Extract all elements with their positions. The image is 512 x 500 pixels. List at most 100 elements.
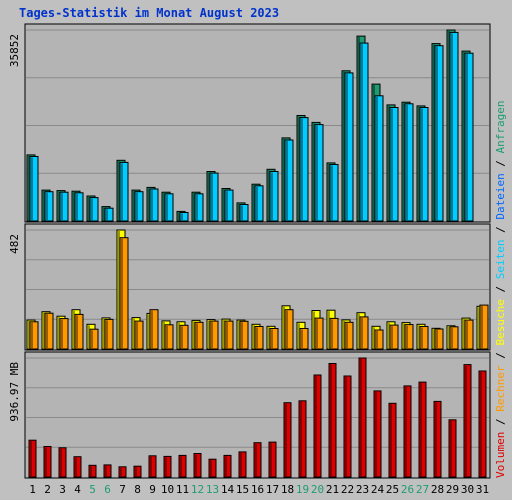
legend-right: Volumen / Rechner / Besuche / Seiten / D…: [494, 100, 507, 478]
bar-volumen-day-12: [193, 453, 202, 478]
panel-top: 35852: [8, 23, 491, 223]
bar-shade: [166, 194, 168, 220]
bar-shade: [403, 323, 405, 348]
bar-shade: [286, 310, 288, 348]
x-tick-label-day-24: 24: [371, 483, 385, 496]
bar-shade: [211, 322, 213, 348]
bar-volumen-day-24: [373, 390, 382, 478]
bar-volumen-day-1: [28, 439, 37, 478]
bar-shade: [46, 192, 48, 220]
bar-shade: [271, 329, 273, 348]
bar-shade: [253, 325, 255, 348]
bar-volumen-day-27: [418, 381, 427, 478]
x-tick-label-day-8: 8: [134, 483, 141, 496]
bar-shade: [268, 170, 270, 220]
bar-shade: [43, 312, 45, 348]
bar-shade: [193, 321, 195, 348]
x-tick-label-day-21: 21: [326, 483, 339, 496]
bar-besuche-day-18: [284, 309, 294, 350]
legend-item-seiten: Seiten: [494, 240, 507, 280]
bar-besuche-day-11: [179, 324, 189, 350]
bar-shade: [271, 172, 273, 220]
bar-dateien-day-16: [254, 185, 264, 222]
bar-volumen-day-29: [448, 419, 457, 478]
bar-besuche-day-10: [164, 324, 174, 350]
bar-shade: [451, 327, 453, 348]
bar-besuche-day-22: [344, 321, 354, 350]
bar-shade: [73, 192, 75, 220]
bar-shade: [433, 329, 435, 348]
bar-dateien-day-25: [389, 107, 399, 222]
bar-besuche-day-3: [59, 318, 69, 350]
bar-shade: [58, 191, 60, 220]
bar-shade: [211, 174, 213, 220]
bar-shade: [31, 322, 33, 348]
bar-volumen-day-6: [103, 464, 112, 478]
bar-dateien-day-28: [434, 45, 444, 222]
bar-shade: [118, 231, 120, 348]
bar-dateien-day-15: [239, 204, 249, 222]
bar-besuche-day-27: [419, 326, 429, 350]
bar-volumen-day-22: [343, 375, 352, 478]
bar-shade: [331, 319, 333, 348]
bar-shade: [178, 212, 180, 220]
bar-besuche-day-19: [299, 328, 309, 350]
bar-dateien-day-4: [74, 192, 84, 222]
bar-shade: [463, 52, 465, 220]
x-tick-label-day-5: 5: [89, 483, 96, 496]
bar-shade: [28, 321, 30, 348]
bar-shade: [388, 105, 390, 220]
bar-shade: [91, 330, 93, 348]
bar-shade: [226, 191, 228, 220]
bar-shade: [121, 163, 123, 220]
bar-shade: [315, 376, 317, 476]
x-tick-label-day-29: 29: [446, 483, 459, 496]
bar-dateien-day-5: [89, 197, 99, 222]
bar-dateien-day-26: [404, 103, 414, 222]
bar-shade: [316, 319, 318, 348]
x-tick-label-day-19: 19: [296, 483, 309, 496]
x-tick-label-day-12: 12: [191, 483, 204, 496]
bar-shade: [330, 364, 332, 476]
bar-shade: [358, 37, 360, 220]
bar-volumen-day-4: [73, 456, 82, 478]
bar-shade: [133, 191, 135, 220]
bar-besuche-day-23: [359, 316, 369, 350]
bar-shade: [133, 318, 135, 348]
x-tick-label-day-7: 7: [119, 483, 126, 496]
bar-shade: [73, 310, 75, 348]
bar-shade: [343, 320, 345, 348]
bar-dateien-day-7: [119, 161, 129, 222]
bar-volumen-day-17: [268, 441, 277, 478]
bar-shade: [463, 319, 465, 348]
bar-shade: [163, 321, 165, 348]
bar-shade: [120, 467, 122, 476]
bar-shade: [373, 327, 375, 348]
bar-dateien-day-27: [419, 107, 429, 222]
bar-shade: [208, 320, 210, 348]
bar-shade: [421, 108, 423, 220]
bar-dateien-day-20: [314, 124, 324, 222]
bar-shade: [148, 314, 150, 348]
bar-besuche-day-14: [224, 320, 234, 350]
bar-shade: [136, 322, 138, 348]
bar-volumen-day-26: [403, 385, 412, 478]
bar-shade: [58, 317, 60, 348]
bar-besuche-day-9: [149, 309, 159, 350]
bar-dateien-day-11: [179, 212, 189, 222]
bar-besuche-day-6: [104, 318, 114, 350]
bar-shade: [450, 420, 452, 476]
bar-shade: [300, 401, 302, 476]
bar-dateien-day-13: [209, 172, 219, 222]
bar-shade: [331, 165, 333, 220]
bar-besuche-day-13: [209, 320, 219, 350]
bar-shade: [418, 325, 420, 348]
x-tick-label-day-22: 22: [341, 483, 354, 496]
x-tick-label-day-31: 31: [476, 483, 489, 496]
x-tick-label-day-1: 1: [29, 483, 36, 496]
bar-shade: [376, 331, 378, 348]
bar-shade: [121, 238, 123, 348]
bar-shade: [316, 125, 318, 220]
